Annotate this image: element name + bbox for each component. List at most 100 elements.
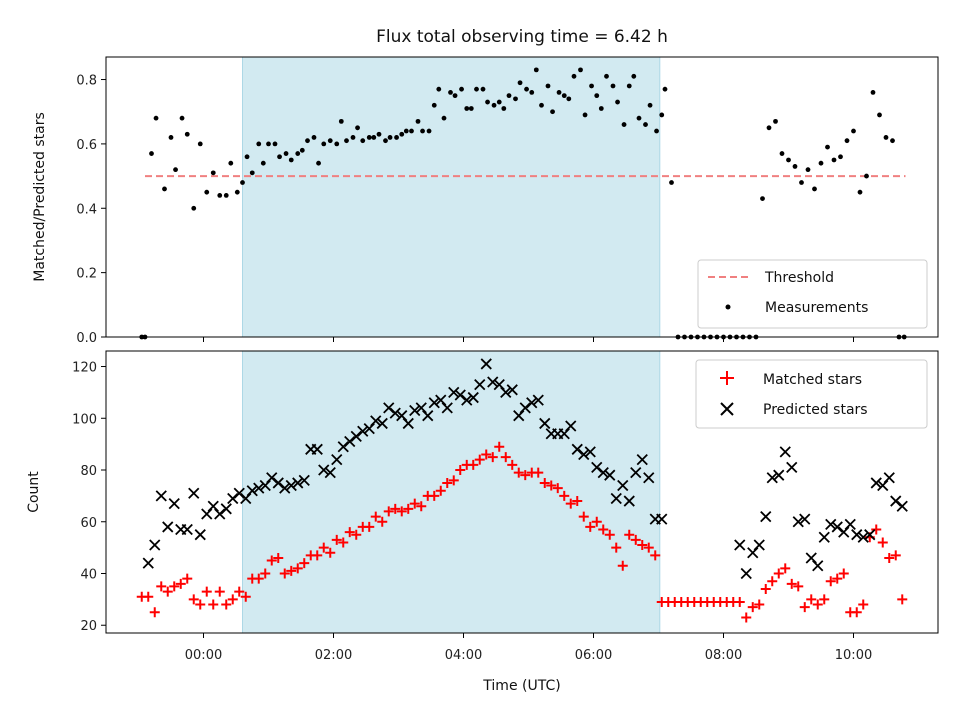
measurement-point bbox=[539, 102, 544, 108]
measurement-point bbox=[441, 115, 447, 121]
measurement-point bbox=[459, 86, 464, 92]
bottom-y-tick-label: 60 bbox=[80, 516, 97, 531]
predicted-star-point bbox=[779, 446, 791, 458]
matched-star-point bbox=[786, 578, 797, 589]
predicted-star-point bbox=[604, 469, 616, 481]
measurement-point bbox=[191, 205, 197, 211]
top-y-axis-label: Matched/Predicted stars bbox=[32, 112, 48, 282]
predicted-star-point bbox=[500, 386, 512, 399]
predicted-star-point bbox=[331, 454, 343, 466]
predicted-star-point bbox=[831, 521, 843, 533]
matched-star-point bbox=[143, 591, 154, 602]
predicted-star-point bbox=[565, 420, 577, 432]
measurement-point bbox=[533, 67, 539, 73]
measurement-point bbox=[669, 180, 674, 185]
predicted-star-point bbox=[636, 454, 648, 466]
predicted-star-point bbox=[344, 435, 356, 448]
predicted-star-point bbox=[181, 523, 193, 536]
measurement-point bbox=[383, 138, 388, 144]
predicted-star-point bbox=[870, 477, 882, 489]
bottom-shaded-span bbox=[242, 350, 661, 634]
matched-star-point bbox=[344, 527, 355, 538]
matched-star-point bbox=[208, 599, 219, 610]
measurement-point bbox=[838, 154, 843, 160]
matched-star-point bbox=[403, 503, 414, 514]
matched-star-point bbox=[806, 594, 817, 605]
top-legend: Threshold Measurements bbox=[697, 259, 928, 329]
measurement-point bbox=[366, 135, 372, 140]
matched-star-point bbox=[416, 501, 427, 512]
measurement-point bbox=[550, 109, 555, 115]
predicted-star-point bbox=[253, 482, 265, 494]
predicted-star-point bbox=[168, 498, 180, 510]
measurement-point bbox=[890, 138, 895, 144]
predicted-star-point bbox=[864, 529, 876, 541]
bottom-legend: Matched stars Predicted stars bbox=[695, 359, 928, 429]
predicted-star-point bbox=[734, 539, 746, 551]
predicted-star-point bbox=[526, 397, 538, 409]
matched-star-point bbox=[825, 576, 836, 587]
measurement-point bbox=[376, 131, 382, 137]
measurement-point bbox=[179, 115, 185, 121]
matched-star-point bbox=[494, 441, 505, 452]
predicted-star-point bbox=[448, 386, 460, 399]
measurement-point bbox=[877, 112, 882, 118]
matched-star-point bbox=[195, 599, 206, 610]
matched-star-point bbox=[182, 573, 193, 584]
matched-star-point bbox=[780, 563, 791, 574]
matched-star-point bbox=[773, 568, 784, 579]
measurement-point bbox=[399, 131, 405, 137]
matched-star-point bbox=[396, 506, 407, 517]
matched-star-point bbox=[234, 586, 245, 597]
predicted-star-point bbox=[214, 508, 226, 520]
measurement-point bbox=[197, 141, 203, 147]
bottom-legend-box bbox=[695, 359, 928, 429]
matched-star-point bbox=[793, 581, 804, 592]
measurement-point bbox=[295, 151, 301, 156]
measurement-point bbox=[244, 154, 250, 160]
measurement-point bbox=[426, 128, 432, 134]
measurement-point bbox=[288, 157, 294, 163]
measurement-point bbox=[870, 90, 876, 95]
matched-star-point bbox=[383, 506, 394, 517]
matched-star-point bbox=[292, 563, 303, 574]
matched-star-point bbox=[253, 573, 264, 584]
matched-star-point bbox=[338, 537, 349, 548]
measurement-point bbox=[228, 160, 234, 166]
matched-star-point bbox=[513, 467, 524, 478]
bottom-y-tick-label: 20 bbox=[80, 619, 97, 634]
measurement-point bbox=[766, 125, 772, 131]
predicted-star-point bbox=[883, 472, 895, 484]
measurement-point bbox=[647, 102, 653, 108]
matched-star-point bbox=[201, 586, 212, 597]
measurement-point bbox=[256, 141, 262, 147]
matched-star-point bbox=[546, 480, 557, 491]
measurement-point bbox=[604, 73, 609, 79]
predicted-star-point bbox=[324, 466, 336, 479]
predicted-star-point bbox=[857, 531, 869, 543]
matched-star-point bbox=[630, 534, 641, 545]
matched-star-point bbox=[286, 565, 297, 576]
matched-star-point bbox=[539, 477, 550, 488]
matched-star-point bbox=[474, 454, 485, 465]
top-legend-box bbox=[697, 259, 928, 329]
predicted-star-point bbox=[428, 397, 440, 409]
matched-star-point bbox=[468, 459, 479, 470]
measurement-point bbox=[786, 157, 791, 163]
matched-star-point bbox=[377, 516, 388, 527]
top-x-ticks bbox=[203, 337, 854, 342]
legend-predicted-label: Predicted stars bbox=[763, 402, 868, 418]
predicted-star-point bbox=[220, 503, 232, 515]
legend-matched-label: Matched stars bbox=[763, 372, 862, 388]
measurement-point bbox=[844, 138, 850, 144]
measurement-point bbox=[184, 131, 190, 137]
predicted-star-point bbox=[519, 402, 531, 414]
predicted-star-point bbox=[630, 466, 642, 479]
predicted-star-point bbox=[643, 472, 655, 484]
matched-star-point bbox=[299, 558, 310, 569]
matched-star-point bbox=[819, 594, 830, 605]
measurement-point bbox=[403, 128, 409, 134]
matched-star-point bbox=[877, 537, 888, 548]
bottom-x-tick-label: 00:00 bbox=[185, 648, 222, 663]
